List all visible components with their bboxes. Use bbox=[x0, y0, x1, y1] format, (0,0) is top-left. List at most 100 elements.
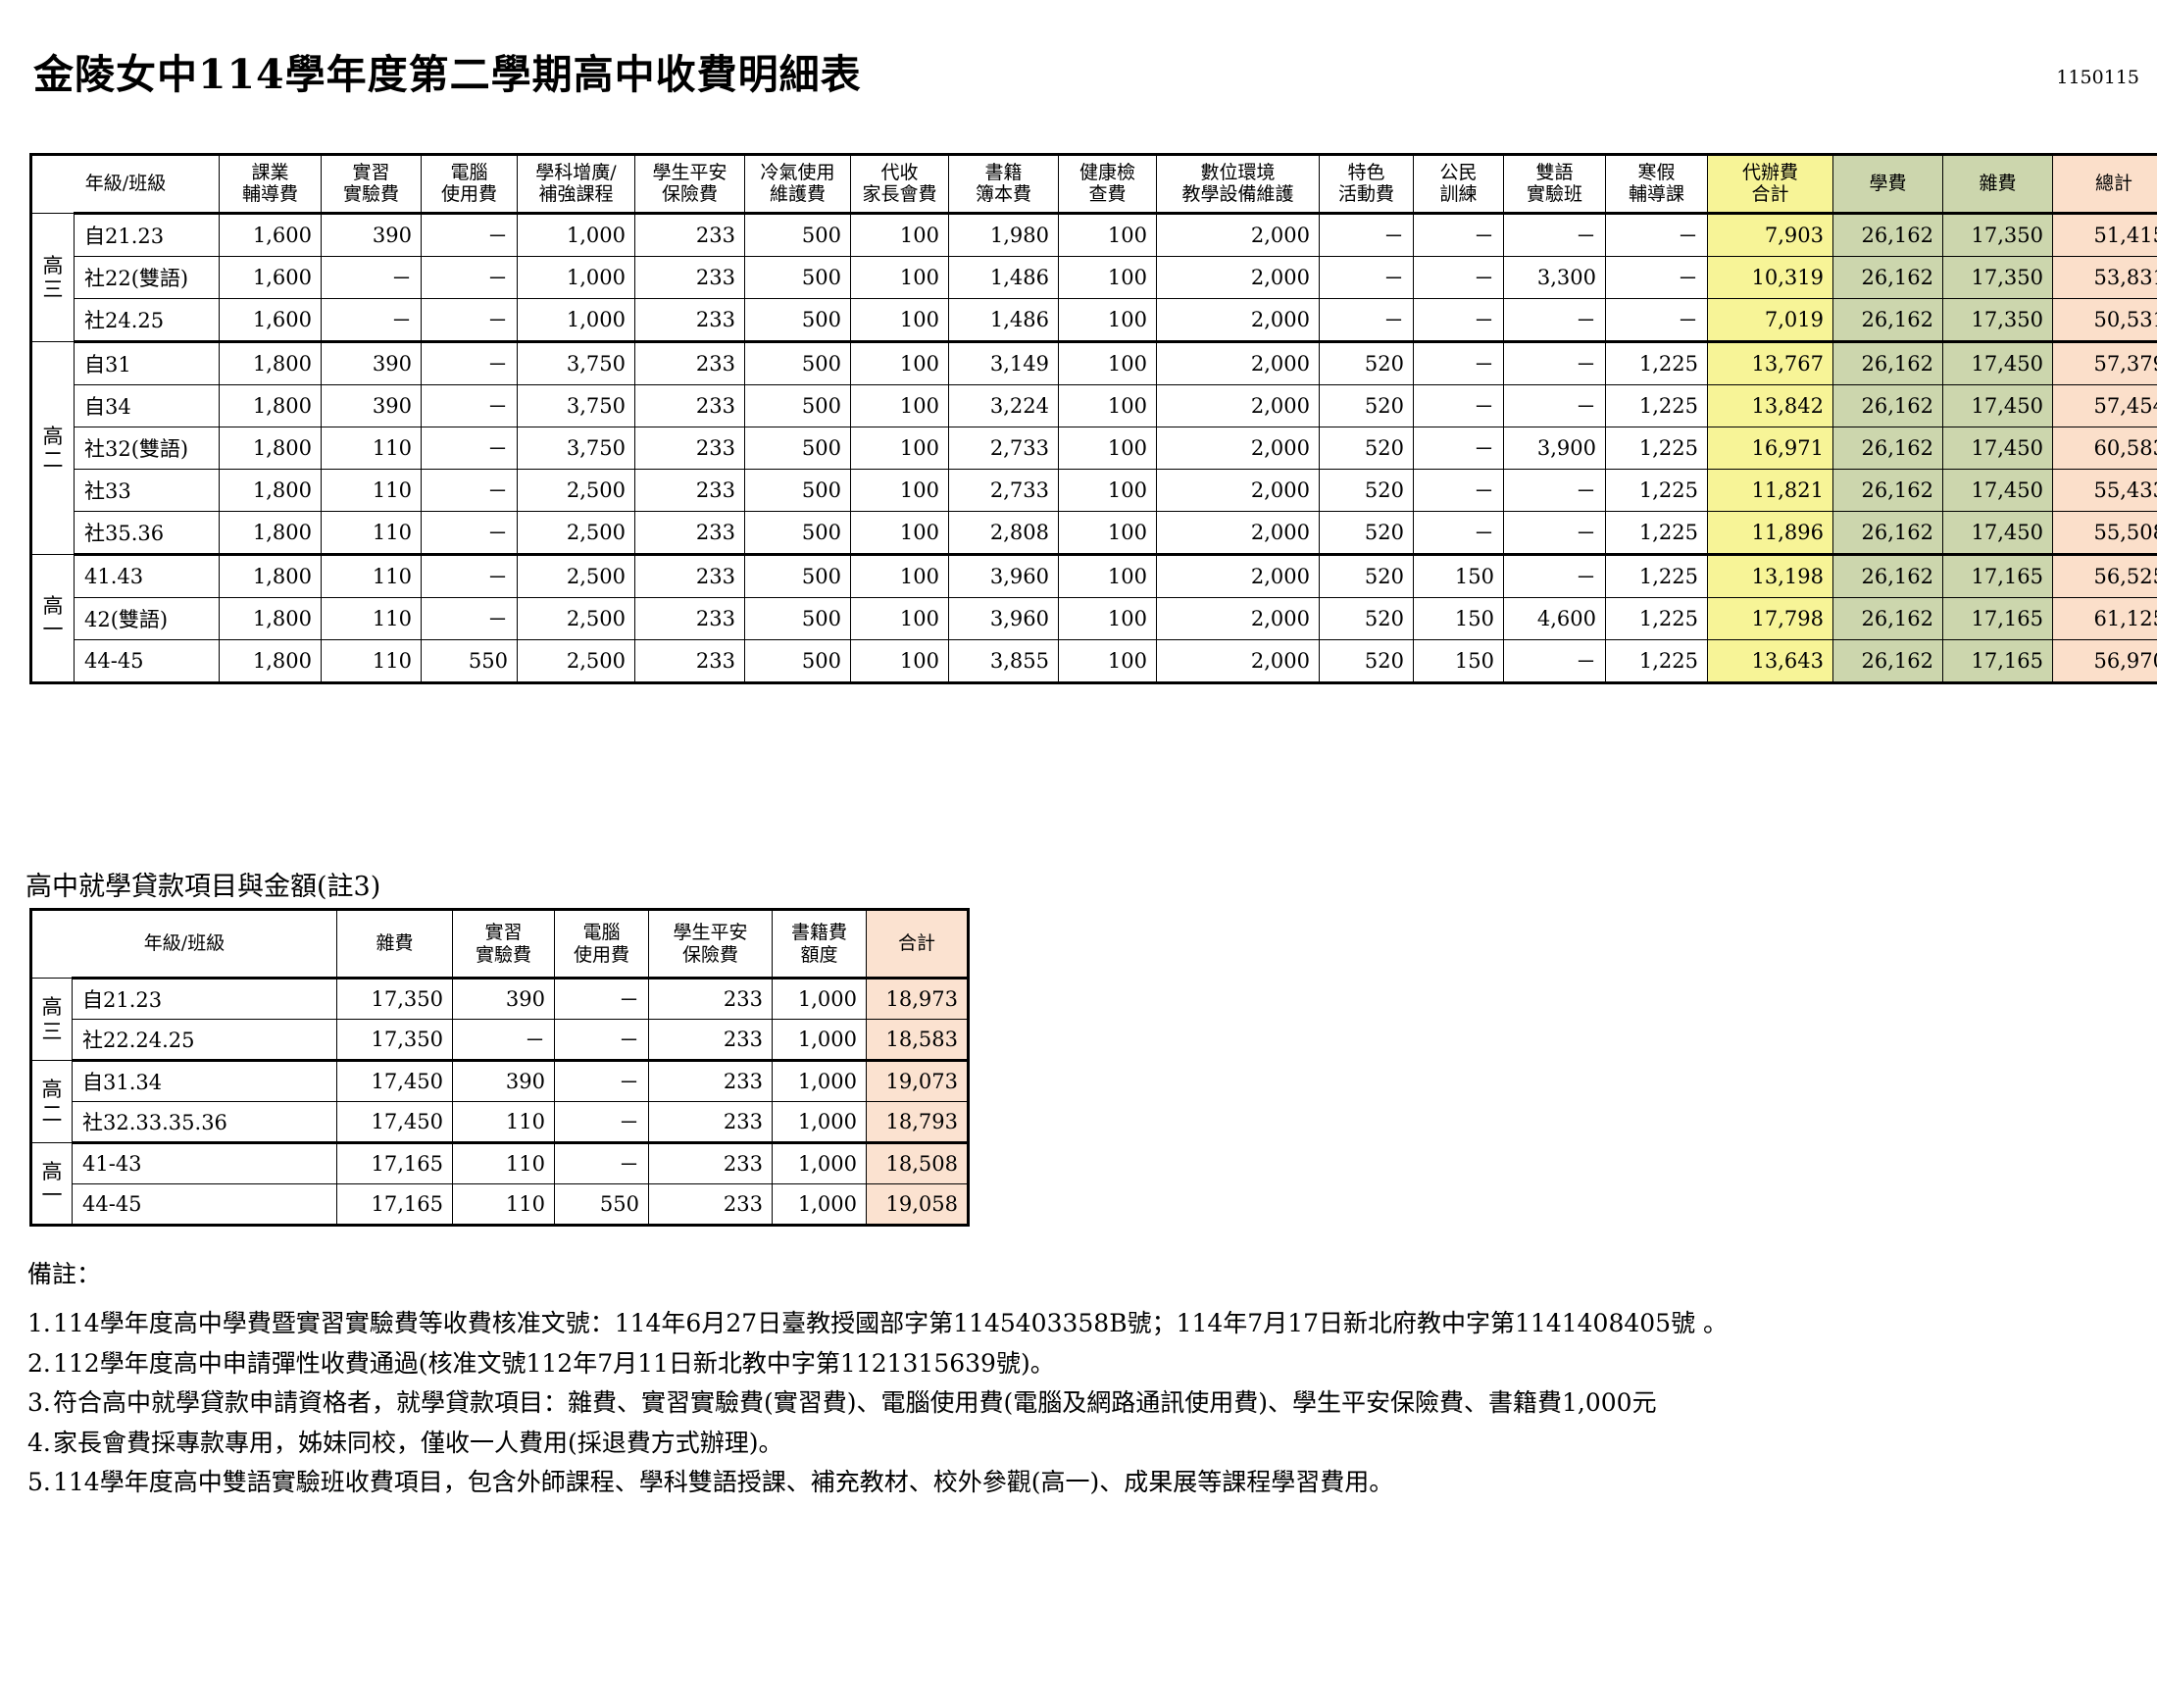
note-item: 5.114學年度高中雙語實驗班收費項目，包含外師課程、學科雙語授課、補充教材、校… bbox=[27, 1463, 2106, 1503]
column-header-line: 簿本費 bbox=[951, 183, 1056, 205]
fee-cell-book-fee: 1,486 bbox=[949, 298, 1059, 341]
fee-cell-tutoring-fee: 1,800 bbox=[220, 341, 322, 384]
fee-cell-bilingual-class-fee: － bbox=[1504, 639, 1606, 682]
note-text: 家長會費採專款專用，姊妹同校，僅收一人費用(採退費方式辦理)。 bbox=[53, 1429, 783, 1457]
fee-cell-aircon-fee: 500 bbox=[745, 639, 851, 682]
fee-cell-civic-training-fee: － bbox=[1414, 427, 1504, 469]
grade-char: 二 bbox=[34, 1102, 70, 1126]
column-header-line: 學生平安 bbox=[651, 922, 770, 943]
grade-group-label: 高三 bbox=[31, 213, 75, 341]
loan-cell-computer-fee: 550 bbox=[555, 1184, 649, 1226]
loan-cell-book-fee-quota: 1,000 bbox=[773, 1184, 867, 1226]
column-header-grade-class: 年級/班級 bbox=[31, 155, 220, 214]
fee-cell-health-check-fee: 100 bbox=[1059, 341, 1157, 384]
fee-cell-feature-activity-fee: 520 bbox=[1320, 639, 1414, 682]
fee-cell-parents-association-fee: 100 bbox=[851, 639, 949, 682]
fee-cell-book-fee: 2,733 bbox=[949, 469, 1059, 511]
fee-cell-misc-fee: 17,350 bbox=[1943, 298, 2053, 341]
loan-cell-book-fee-quota: 1,000 bbox=[773, 1061, 867, 1102]
loan-cell-loan-total: 18,583 bbox=[867, 1020, 969, 1061]
fee-cell-lab-fee: － bbox=[322, 298, 422, 341]
fee-cell-computer-fee: － bbox=[422, 213, 518, 256]
fee-cell-agency-fee-subtotal: 7,019 bbox=[1708, 298, 1833, 341]
title-row: 金陵女中114學年度第二學期高中收費明細表 1150115 bbox=[0, 41, 2157, 110]
fee-cell-parents-association-fee: 100 bbox=[851, 256, 949, 298]
fee-cell-computer-fee: － bbox=[422, 341, 518, 384]
column-header-line: 年級/班級 bbox=[34, 932, 334, 954]
fee-cell-book-fee: 3,960 bbox=[949, 554, 1059, 597]
grade-char: 一 bbox=[34, 618, 72, 641]
fee-cell-digital-equipment-fee: 2,000 bbox=[1157, 213, 1320, 256]
fee-cell-tuition-fee: 26,162 bbox=[1833, 298, 1943, 341]
fee-cell-book-fee: 3,149 bbox=[949, 341, 1059, 384]
column-header-line: 雜費 bbox=[339, 932, 450, 954]
fee-cell-student-insurance: 233 bbox=[635, 597, 745, 639]
fee-cell-health-check-fee: 100 bbox=[1059, 639, 1157, 682]
fee-cell-bilingual-class-fee: 4,600 bbox=[1504, 597, 1606, 639]
fee-cell-civic-training-fee: － bbox=[1414, 213, 1504, 256]
fee-cell-civic-training-fee: － bbox=[1414, 384, 1504, 427]
fee-cell-tuition-fee: 26,162 bbox=[1833, 213, 1943, 256]
fee-cell-feature-activity-fee: 520 bbox=[1320, 554, 1414, 597]
column-header-bilingual-class-fee: 雙語實驗班 bbox=[1504, 155, 1606, 214]
class-name-cell: 44-45 bbox=[73, 1184, 337, 1226]
fee-cell-civic-training-fee: 150 bbox=[1414, 554, 1504, 597]
note-number: 2. bbox=[27, 1344, 51, 1384]
fee-cell-parents-association-fee: 100 bbox=[851, 597, 949, 639]
column-header-health-check-fee: 健康檢查費 bbox=[1059, 155, 1157, 214]
loan-cell-computer-fee: － bbox=[555, 1102, 649, 1143]
fee-cell-winter-tutoring-fee: 1,225 bbox=[1606, 597, 1708, 639]
fee-cell-aircon-fee: 500 bbox=[745, 511, 851, 554]
column-header-line: 實習 bbox=[324, 162, 419, 183]
document-date-code: 1150115 bbox=[2056, 67, 2139, 88]
loan-cell-student-insurance: 233 bbox=[649, 1184, 773, 1226]
fee-cell-computer-fee: － bbox=[422, 511, 518, 554]
column-header-misc-fee: 雜費 bbox=[337, 910, 453, 979]
column-header-line: 健康檢 bbox=[1061, 162, 1154, 183]
fee-cell-digital-equipment-fee: 2,000 bbox=[1157, 256, 1320, 298]
page-title: 金陵女中114學年度第二學期高中收費明細表 bbox=[33, 41, 862, 100]
column-header-line: 教學設備維護 bbox=[1159, 183, 1317, 205]
loan-cell-book-fee-quota: 1,000 bbox=[773, 1102, 867, 1143]
fee-cell-grand-total: 50,531 bbox=[2053, 298, 2157, 341]
fee-cell-enrichment-course: 3,750 bbox=[518, 427, 635, 469]
fee-cell-lab-fee: 110 bbox=[322, 427, 422, 469]
column-header-tutoring-fee: 課業輔導費 bbox=[220, 155, 322, 214]
column-header-winter-tutoring-fee: 寒假輔導課 bbox=[1606, 155, 1708, 214]
main-table-header: 年級/班級課業輔導費實習實驗費電腦使用費學科增廣/補強課程學生平安保險費冷氣使用… bbox=[31, 155, 2157, 214]
column-header-line: 學科增廣/ bbox=[520, 162, 632, 183]
column-header-line: 使用費 bbox=[557, 944, 646, 966]
column-header-line: 額度 bbox=[775, 944, 864, 966]
fee-cell-misc-fee: 17,450 bbox=[1943, 469, 2053, 511]
column-header-line: 實驗費 bbox=[455, 944, 552, 966]
fee-cell-grand-total: 61,125 bbox=[2053, 597, 2157, 639]
fee-cell-digital-equipment-fee: 2,000 bbox=[1157, 511, 1320, 554]
fee-cell-digital-equipment-fee: 2,000 bbox=[1157, 298, 1320, 341]
column-header-line: 輔導課 bbox=[1608, 183, 1705, 205]
loan-cell-student-insurance: 233 bbox=[649, 979, 773, 1020]
fee-cell-student-insurance: 233 bbox=[635, 256, 745, 298]
fee-cell-aircon-fee: 500 bbox=[745, 256, 851, 298]
fee-cell-enrichment-course: 3,750 bbox=[518, 341, 635, 384]
column-header-grand-total: 總計 bbox=[2053, 155, 2157, 214]
column-header-line: 冷氣使用 bbox=[747, 162, 848, 183]
fee-cell-civic-training-fee: 150 bbox=[1414, 597, 1504, 639]
class-name-cell: 44-45 bbox=[75, 639, 220, 682]
fee-cell-grand-total: 60,583 bbox=[2053, 427, 2157, 469]
grade-char: 二 bbox=[34, 448, 72, 472]
note-number: 5. bbox=[27, 1463, 51, 1503]
loan-cell-student-insurance: 233 bbox=[649, 1061, 773, 1102]
grade-group-label: 高二 bbox=[31, 1061, 73, 1143]
fee-cell-grand-total: 56,970 bbox=[2053, 639, 2157, 682]
fee-cell-agency-fee-subtotal: 13,842 bbox=[1708, 384, 1833, 427]
fee-cell-computer-fee: － bbox=[422, 384, 518, 427]
fee-cell-lab-fee: 110 bbox=[322, 597, 422, 639]
fee-cell-enrichment-course: 2,500 bbox=[518, 554, 635, 597]
